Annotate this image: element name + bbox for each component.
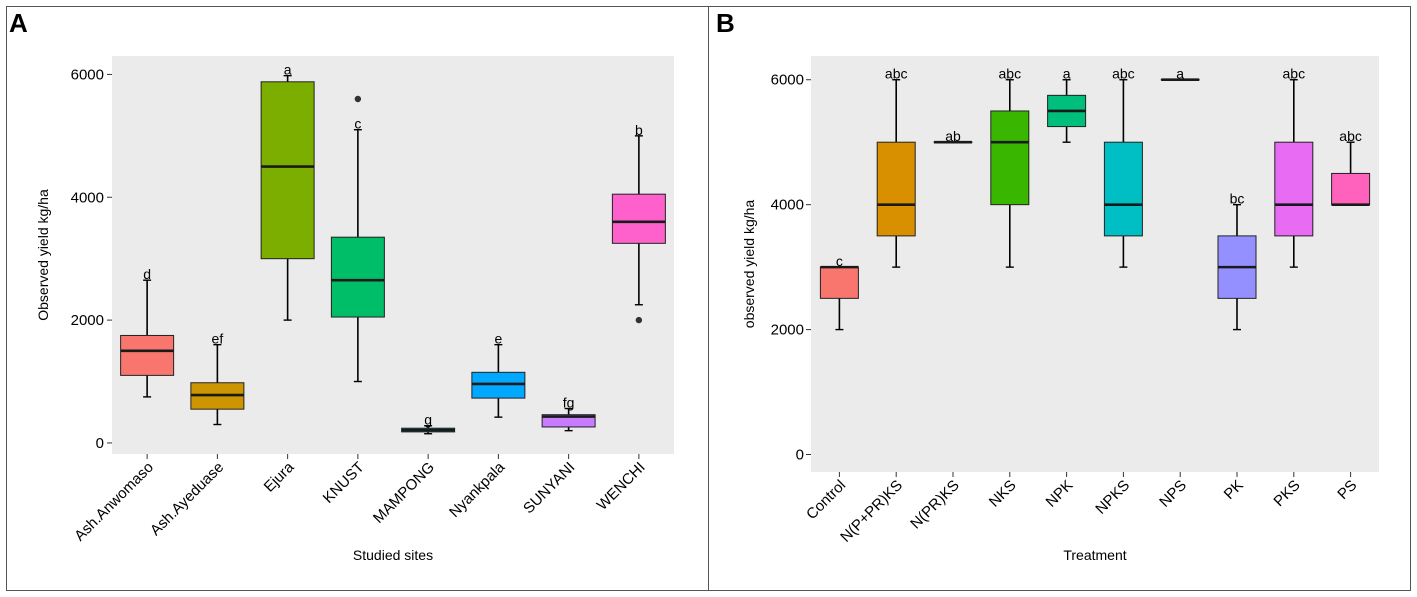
y-tick-label: 6000	[771, 72, 804, 89]
significance-letter: a	[284, 62, 292, 78]
y-tick-label: 2000	[771, 322, 804, 339]
significance-letter: d	[143, 266, 151, 282]
y-tick-label: 4000	[71, 189, 104, 206]
box	[330, 236, 385, 318]
box	[990, 110, 1030, 206]
y-tick-label: 4000	[771, 197, 804, 214]
panel-b-letter: B	[716, 8, 735, 38]
y-tick-label: 0	[96, 435, 104, 452]
significance-letter: a	[1063, 66, 1071, 82]
y-tick-label: 6000	[71, 66, 104, 83]
significance-letter: abc	[1112, 66, 1135, 82]
box	[819, 266, 859, 299]
significance-letter: abc	[1339, 128, 1362, 144]
y-axis-title: observed yield kg/ha	[741, 200, 757, 329]
significance-letter: ab	[945, 128, 961, 144]
significance-letter: bc	[1230, 191, 1245, 207]
panel-a-letter: A	[9, 8, 28, 38]
box	[1331, 172, 1371, 206]
significance-letter: a	[1176, 66, 1184, 82]
outlier-point	[354, 95, 362, 103]
box	[876, 141, 916, 237]
box	[611, 193, 666, 244]
significance-letter: ef	[212, 331, 224, 347]
significance-letter: abc	[1283, 66, 1306, 82]
y-tick-label: 2000	[71, 312, 104, 329]
plot-background	[811, 56, 1379, 472]
outlier-point	[635, 316, 643, 324]
significance-letter: abc	[999, 66, 1022, 82]
significance-letter: c	[354, 116, 361, 132]
y-axis-title: Observed yield kg/ha	[35, 189, 51, 321]
x-axis-title: Treatment	[1063, 547, 1126, 563]
significance-letter: c	[836, 253, 843, 269]
box	[1274, 141, 1314, 237]
significance-letter: abc	[885, 66, 908, 82]
box	[120, 334, 175, 376]
significance-letter: b	[635, 122, 643, 138]
significance-letter: e	[494, 331, 502, 347]
box	[260, 81, 315, 260]
significance-letter: g	[424, 412, 432, 428]
x-axis-title: Studied sites	[353, 547, 433, 563]
significance-letter: fg	[563, 395, 575, 411]
box	[1103, 141, 1143, 237]
y-tick-label: 0	[796, 447, 804, 464]
